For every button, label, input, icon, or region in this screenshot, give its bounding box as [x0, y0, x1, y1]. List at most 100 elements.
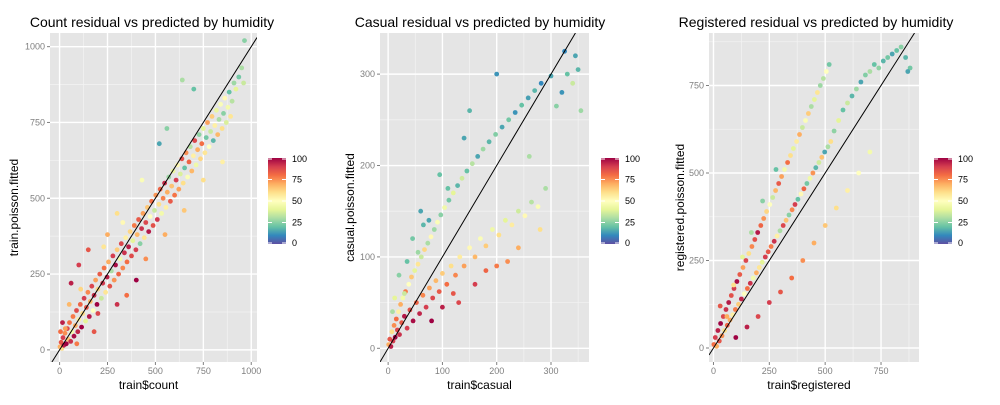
data-point [83, 318, 88, 324]
data-point [490, 227, 495, 232]
legend-tick-label: 50 [292, 196, 302, 206]
legend-tick-label: 75 [625, 175, 635, 185]
data-point [192, 138, 198, 144]
data-point [448, 263, 454, 269]
data-point [162, 232, 168, 238]
legend-tick-label: 25 [292, 218, 302, 228]
data-point [120, 265, 126, 271]
data-point [779, 174, 784, 179]
data-point [396, 309, 401, 315]
data-point [570, 80, 576, 86]
data-point [494, 71, 500, 77]
data-point [60, 335, 66, 341]
legend-tick-label: 100 [958, 154, 973, 164]
data-point [716, 338, 722, 344]
data-point [159, 211, 165, 216]
data-point [755, 314, 761, 319]
data-point [185, 174, 191, 180]
data-point [423, 304, 429, 310]
data-point [564, 71, 570, 77]
data-point [800, 258, 806, 263]
data-point [766, 300, 772, 305]
data-point [499, 124, 505, 130]
data-point [415, 249, 421, 255]
data-point [229, 98, 235, 104]
data-point [116, 271, 121, 277]
data-point [733, 307, 738, 312]
data-point [398, 302, 403, 307]
data-point [120, 220, 126, 225]
data-point [425, 240, 431, 246]
x-tick-label: 1000 [241, 366, 261, 376]
data-point [754, 270, 759, 276]
data-point [410, 318, 416, 324]
data-point [845, 188, 850, 193]
data-point [71, 333, 77, 339]
data-point [404, 259, 410, 264]
data-point [776, 181, 782, 186]
data-point [426, 217, 432, 223]
data-point [529, 199, 534, 205]
data-point [179, 77, 185, 83]
data-point [778, 289, 783, 295]
data-point [143, 256, 149, 262]
data-point [755, 230, 761, 235]
data-point [212, 123, 218, 128]
data-point [105, 232, 110, 238]
data-point [486, 139, 492, 145]
data-point [815, 90, 820, 95]
data-point [786, 212, 792, 218]
x-tick-label: 0 [711, 366, 716, 376]
data-point [734, 279, 740, 284]
data-point [225, 104, 231, 110]
data-point [181, 208, 187, 213]
data-point [231, 80, 237, 86]
data-point [731, 286, 737, 291]
data-point [727, 317, 733, 323]
chart-panel-2: 0 100 200 300 0 100 200 300 Casual residual vs p… [343, 14, 640, 392]
data-point [867, 149, 873, 155]
data-point [74, 308, 79, 313]
data-point [195, 147, 201, 153]
data-point [131, 223, 137, 228]
data-point [720, 314, 726, 319]
data-point [90, 308, 96, 313]
data-point [740, 265, 746, 270]
data-point [559, 90, 565, 95]
data-point [117, 256, 123, 262]
data-point [856, 170, 862, 176]
data-point [433, 278, 439, 284]
data-point [199, 141, 205, 147]
data-point [78, 286, 84, 292]
data-point [191, 153, 196, 159]
data-point [715, 328, 721, 333]
data-point [467, 245, 472, 251]
data-point [126, 244, 131, 250]
data-point [118, 241, 124, 247]
data-point [712, 335, 718, 340]
data-point [402, 313, 407, 319]
data-point [747, 280, 753, 286]
data-point [421, 222, 426, 228]
data-point [58, 329, 63, 335]
data-point [400, 295, 406, 301]
data-point [200, 126, 206, 131]
data-point [437, 172, 443, 178]
data-point [756, 265, 762, 270]
y-axis-label: casual.poisson.fitted [343, 153, 357, 262]
data-point [218, 101, 224, 107]
data-point [147, 214, 153, 219]
data-point [396, 272, 402, 278]
data-point [538, 80, 544, 86]
data-point [475, 154, 481, 159]
data-point [749, 230, 754, 235]
data-point [223, 120, 229, 125]
data-point [228, 114, 234, 119]
identity-line [709, 33, 915, 356]
legend-tick-label: 100 [292, 154, 307, 164]
data-point [516, 208, 521, 214]
data-point [801, 186, 807, 192]
data-point [535, 204, 541, 210]
data-point [509, 222, 515, 228]
data-point [97, 271, 103, 277]
